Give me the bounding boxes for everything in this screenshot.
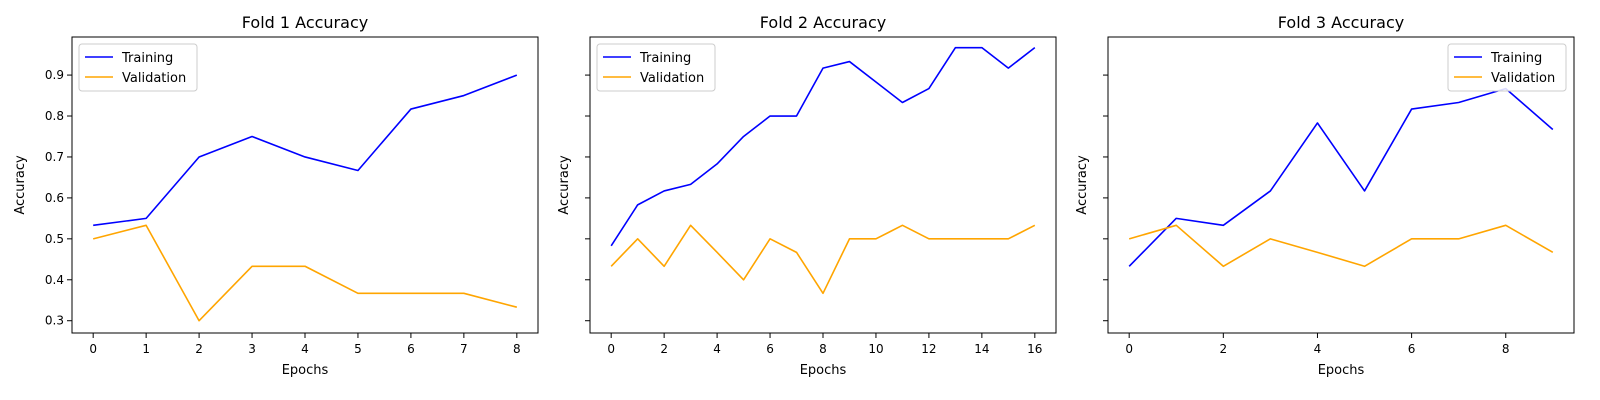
y-tick-label: 0.4	[45, 273, 64, 287]
x-tick-label: 2	[1220, 342, 1228, 356]
y-axis-label: Accuracy	[557, 155, 572, 215]
x-tick-label: 3	[248, 342, 256, 356]
x-tick-label: 7	[460, 342, 468, 356]
x-tick-label: 6	[407, 342, 415, 356]
y-tick-label: 0.5	[45, 232, 64, 246]
x-axis-label: Epochs	[800, 363, 847, 378]
legend-label-training: Training	[121, 51, 173, 66]
axes-frame	[1107, 36, 1575, 334]
y-tick-label: 0.3	[45, 314, 64, 328]
series-line-validation	[610, 224, 1036, 295]
x-axis-label: Epochs	[282, 363, 329, 378]
series-line-validation	[92, 224, 518, 322]
y-axis-label: Accuracy	[13, 155, 28, 215]
legend-label-validation: Validation	[1491, 71, 1555, 86]
x-tick-label: 8	[513, 342, 521, 356]
y-tick-label: 0.9	[45, 68, 64, 82]
x-tick-label: 5	[354, 342, 362, 356]
series-line-validation	[1128, 224, 1554, 268]
x-tick-label: 16	[1027, 342, 1042, 356]
legend: Training Validation	[78, 43, 198, 92]
y-tick-label: 0.8	[45, 109, 64, 123]
legend-box	[78, 43, 198, 92]
series-line-training	[610, 46, 1036, 247]
y-tick-label: 0.7	[45, 150, 64, 164]
legend: Training Validation	[1447, 43, 1567, 92]
x-tick-label: 4	[713, 342, 721, 356]
y-axis-label: Accuracy	[1075, 155, 1090, 215]
x-tick-label: 0	[89, 342, 97, 356]
x-tick-label: 2	[660, 342, 668, 356]
chart-panel-3: Fold 3 Accuracy 0 2 4 6 8 Epochs Accuracy Traini…	[1075, 13, 1575, 378]
chart-title: Fold 1 Accuracy	[242, 13, 368, 32]
x-tick-label: 2	[195, 342, 203, 356]
legend-box	[596, 43, 716, 92]
series-line-training	[1128, 87, 1554, 267]
x-tick-label: 0	[1125, 342, 1133, 356]
x-tick-label: 6	[766, 342, 774, 356]
legend-label-training: Training	[639, 51, 691, 66]
chart-panel-2: Fold 2 Accuracy 0 2 4 6 8 10 12 14 16 Epochs Accura…	[557, 13, 1057, 378]
chart-title: Fold 2 Accuracy	[760, 13, 886, 32]
x-axis-label: Epochs	[1318, 363, 1365, 378]
x-tick-label: 10	[868, 342, 883, 356]
legend-label-training: Training	[1490, 51, 1542, 66]
x-tick-label: 6	[1408, 342, 1416, 356]
y-tick-label: 0.6	[45, 191, 64, 205]
legend: Training Validation	[596, 43, 716, 92]
x-tick-label: 1	[142, 342, 150, 356]
x-tick-label: 8	[1502, 342, 1510, 356]
x-tick-label: 4	[301, 342, 309, 356]
chart-title: Fold 3 Accuracy	[1278, 13, 1404, 32]
x-tick-label: 4	[1314, 342, 1322, 356]
series-line-training	[93, 74, 518, 227]
legend-box	[1447, 43, 1567, 92]
chart-panel-1: Fold 1 Accuracy 0 1 2 3 4 5 6 7 8 0.3 0.4 0.5 0.6 0.7 0…	[13, 13, 539, 378]
legend-label-validation: Validation	[640, 71, 704, 86]
x-tick-label: 14	[974, 342, 989, 356]
x-tick-label: 12	[921, 342, 936, 356]
x-tick-label: 0	[607, 342, 615, 356]
legend-label-validation: Validation	[122, 71, 186, 86]
x-tick-label: 8	[819, 342, 827, 356]
